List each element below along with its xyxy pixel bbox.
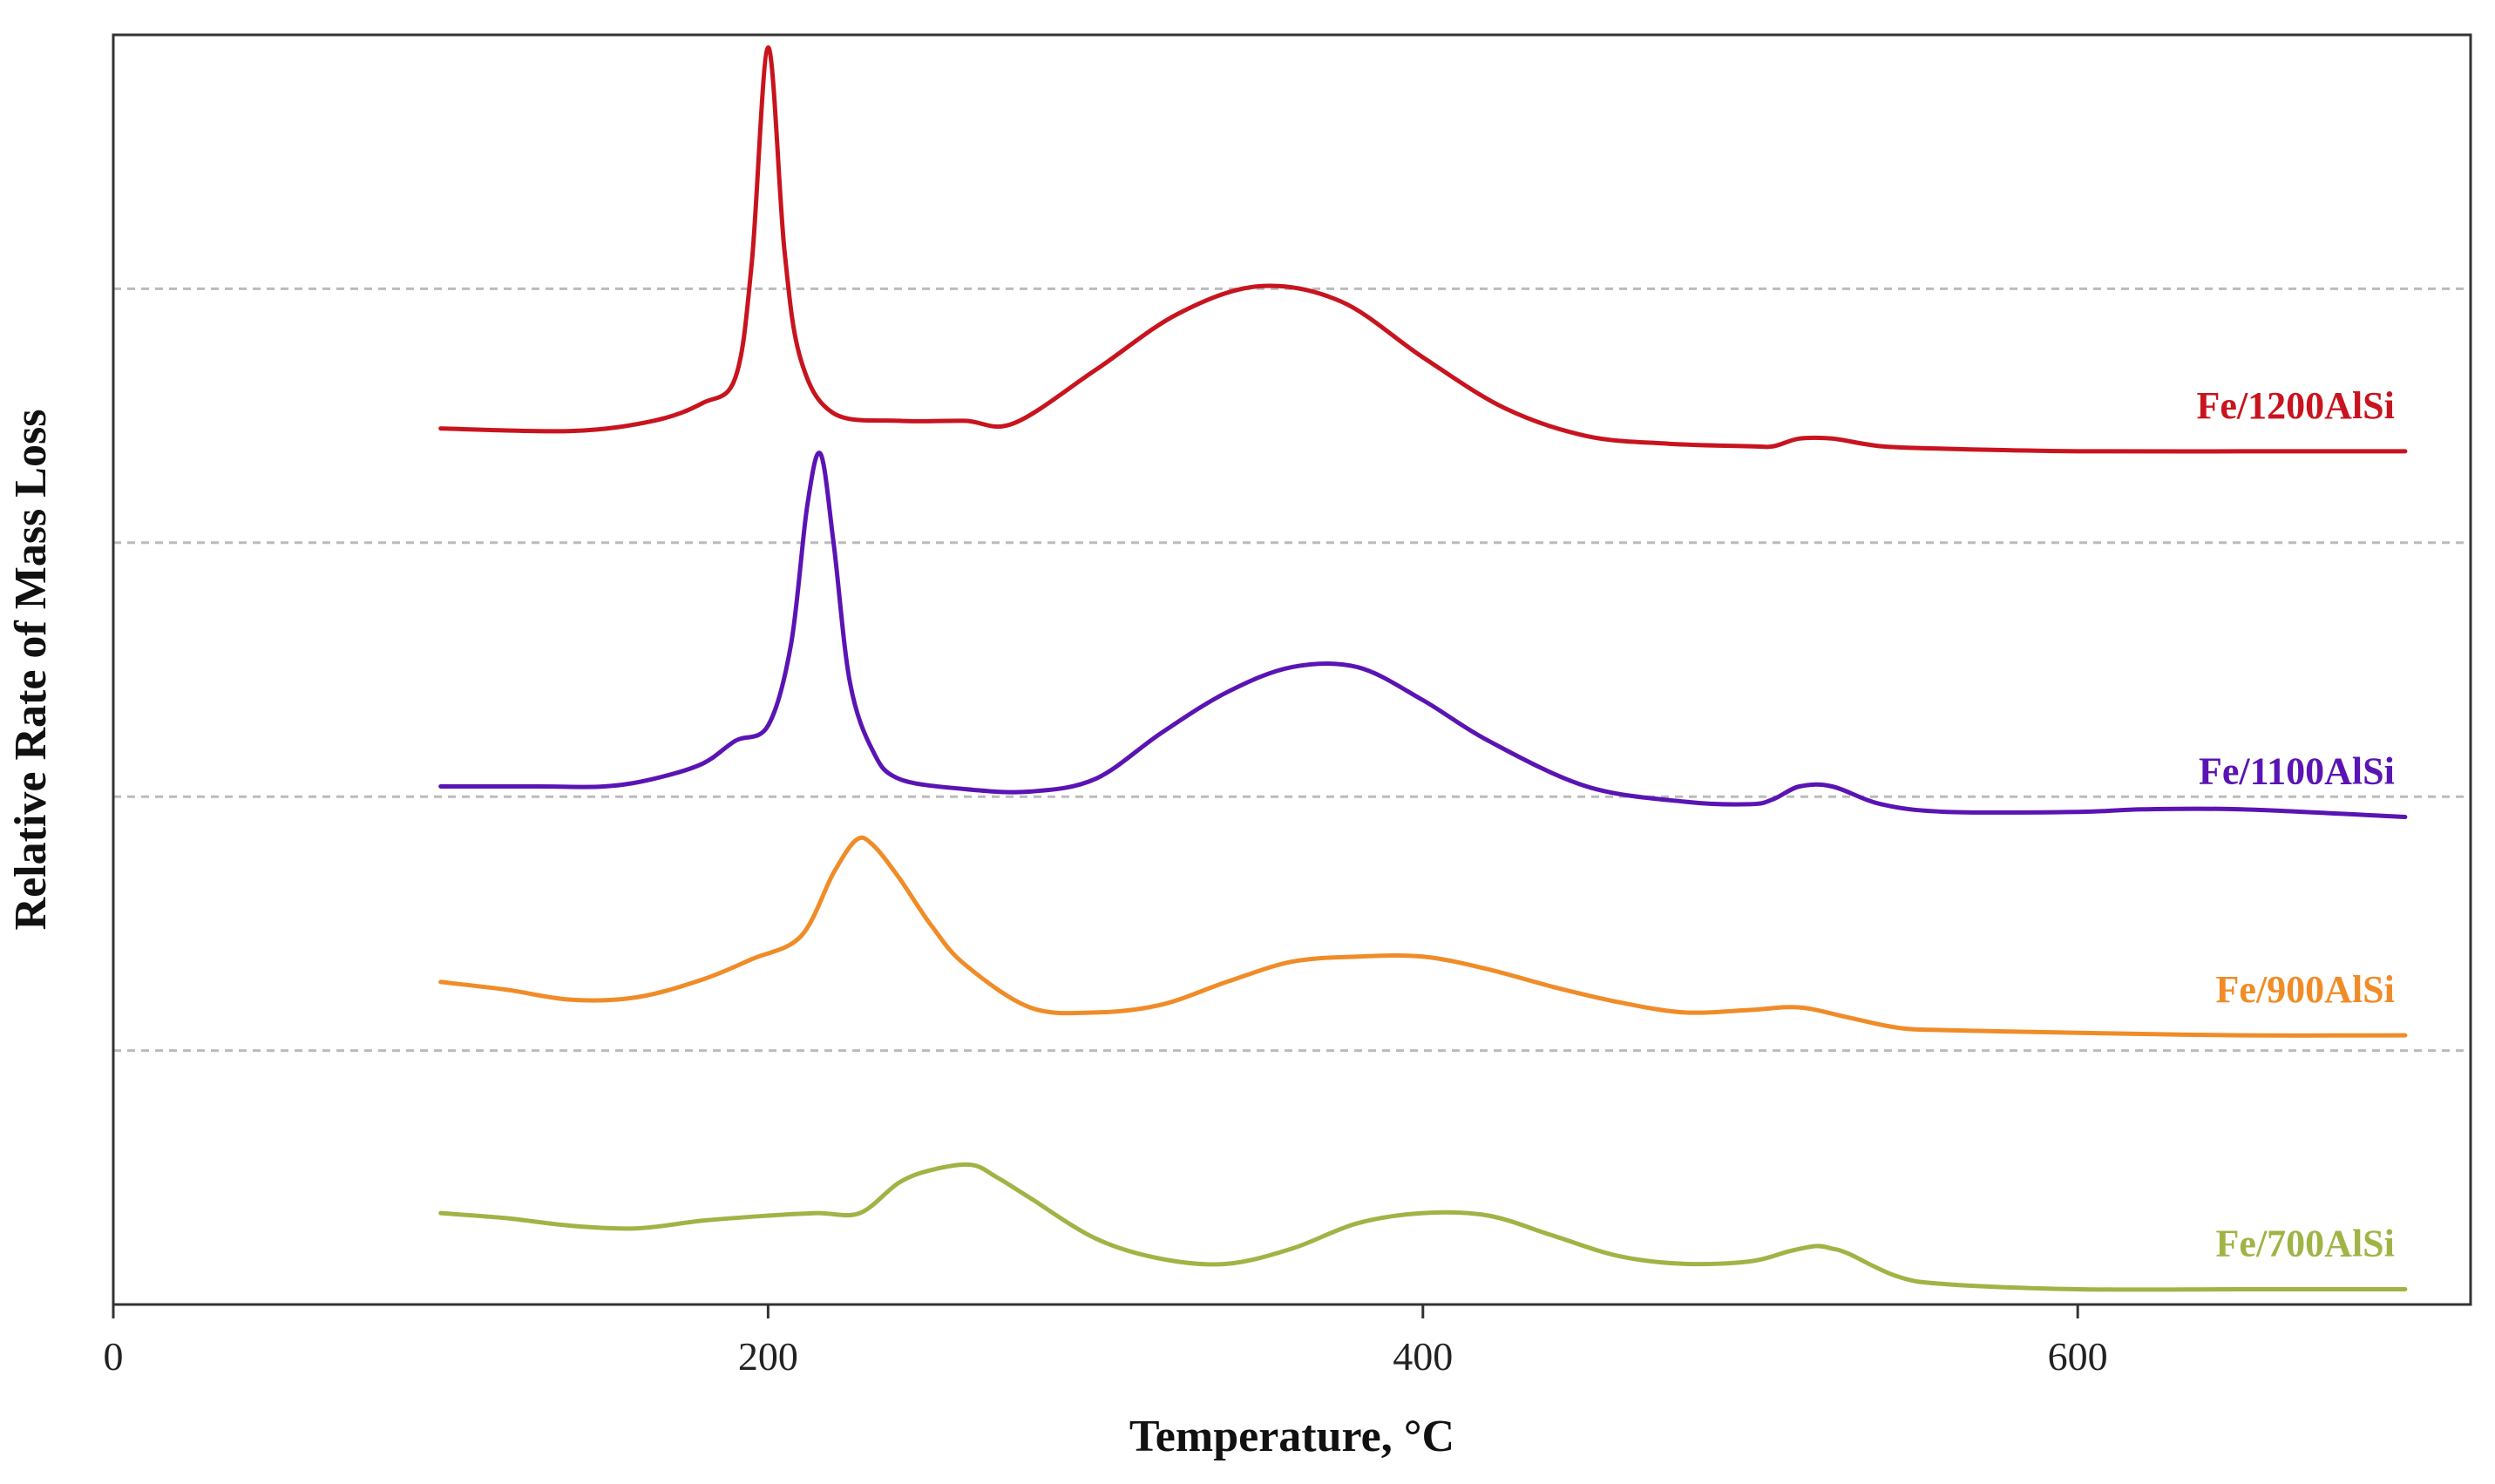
x-tick-label-200: 200 [738,1334,798,1379]
x-ticks: 0 200 400 600 [104,1304,2108,1379]
series-labels: Fe/1200AlSi Fe/1100AlSi Fe/900AlSi Fe/700Al… [2197,384,2395,1265]
y-axis-title: Relative Rate of Mass Loss [6,410,56,931]
x-axis-title: Temperature, °C [1129,1412,1454,1461]
series-label-fe-1200alsi: Fe/1200AlSi [2197,384,2395,427]
series-label-fe-900alsi: Fe/900AlSi [2216,968,2395,1011]
x-tick-label-600: 600 [2048,1334,2108,1379]
x-tick-label-0: 0 [104,1334,124,1379]
series-line-fe-900alsi [438,835,2408,1038]
x-tick-label-400: 400 [1393,1334,1453,1379]
plot-frame [112,33,2472,1306]
series-line-fe-1100alsi [438,451,2408,819]
series-layer [438,45,2408,1292]
series-line-fe-1200alsi [438,45,2408,454]
series-label-fe-1100alsi: Fe/1100AlSi [2199,750,2395,793]
series-line-fe-700alsi [438,1162,2408,1292]
series-label-fe-700alsi: Fe/700AlSi [2216,1223,2395,1265]
